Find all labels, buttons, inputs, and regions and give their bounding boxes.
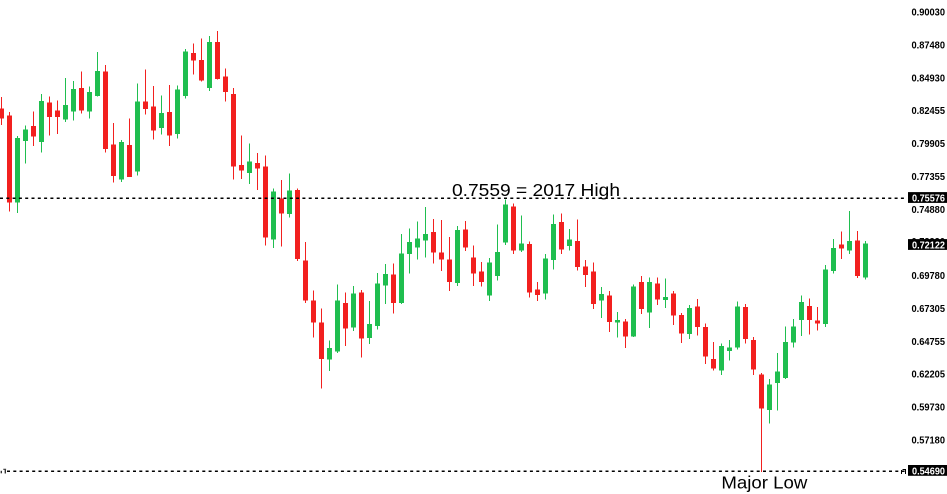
svg-text:0.75576: 0.75576 <box>912 192 945 204</box>
svg-text:0.87480: 0.87480 <box>912 39 946 51</box>
svg-text:0.62205: 0.62205 <box>912 369 946 381</box>
svg-text:0.57180: 0.57180 <box>912 435 946 447</box>
svg-text:0.72122: 0.72122 <box>912 239 945 251</box>
svg-text:0.69780: 0.69780 <box>912 270 946 282</box>
svg-text:0.59730: 0.59730 <box>912 402 946 414</box>
svg-text:0.82455: 0.82455 <box>912 105 946 117</box>
svg-text:0.79905: 0.79905 <box>912 138 946 150</box>
svg-text:0.67305: 0.67305 <box>912 303 946 315</box>
svg-text:0.64755: 0.64755 <box>912 336 946 348</box>
svg-text:0.7559 = 2017 High: 0.7559 = 2017 High <box>452 180 620 200</box>
svg-text:0.90030: 0.90030 <box>912 6 946 18</box>
svg-text:0.84930: 0.84930 <box>912 72 946 84</box>
svg-text:Major Low: Major Low <box>721 472 807 492</box>
svg-text:0.74880: 0.74880 <box>912 204 946 216</box>
svg-text:0.54690: 0.54690 <box>912 465 945 477</box>
svg-text:0.77355: 0.77355 <box>912 171 946 183</box>
